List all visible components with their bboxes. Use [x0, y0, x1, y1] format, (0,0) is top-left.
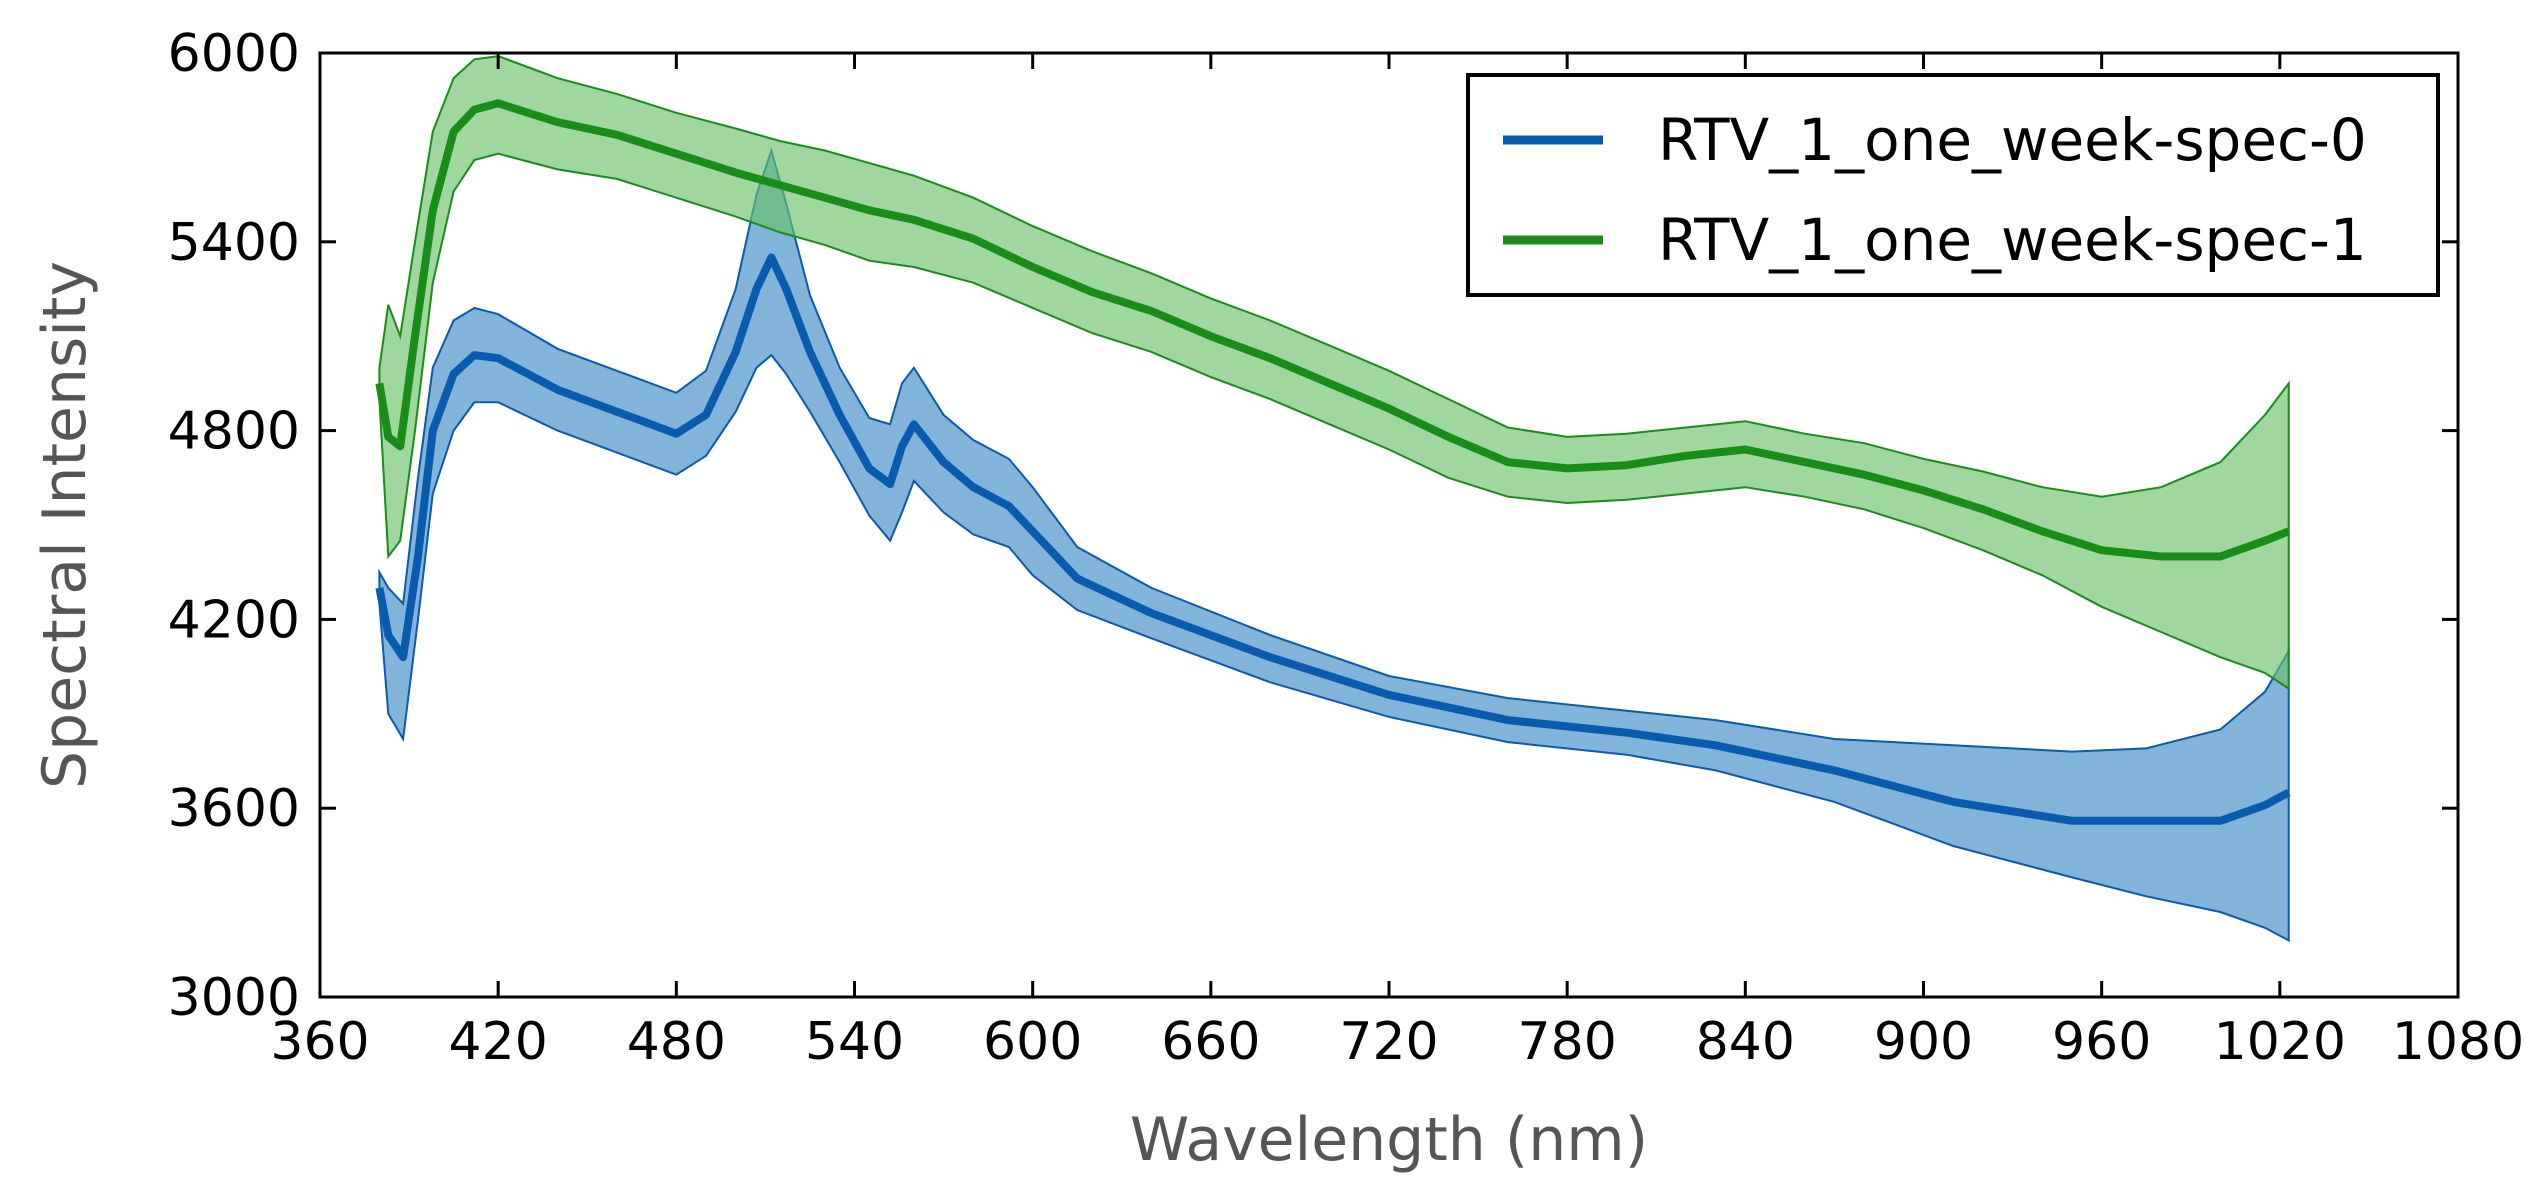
x-tick-label: 360	[270, 1012, 369, 1072]
y-tick-label: 6000	[168, 24, 300, 84]
y-tick-label: 3600	[168, 779, 300, 839]
series-lines	[375, 99, 2291, 825]
y-axis-ticks: 3000 3600 4200 4800 5400 6000	[168, 24, 2458, 1028]
x-tick-label: 540	[805, 1012, 904, 1072]
y-tick-label: 4200	[168, 590, 300, 650]
x-tick-label: 960	[2052, 1012, 2151, 1072]
x-tick-label: 720	[1339, 1012, 1438, 1072]
x-tick-label: 480	[627, 1012, 726, 1072]
line-spec-0	[375, 253, 2291, 825]
y-tick-label: 4800	[168, 402, 300, 462]
legend-label-spec-1: RTV_1_one_week-spec-1	[1658, 206, 2367, 274]
x-tick-label: 840	[1696, 1012, 1795, 1072]
x-tick-label: 660	[1161, 1012, 1260, 1072]
x-tick-label: 1080	[2392, 1012, 2524, 1072]
line-spec-1	[375, 99, 2291, 561]
x-tick-label: 420	[449, 1012, 548, 1072]
x-axis-ticks: 360 420 480 540 600 660 720 780 840 900 960 1020 108…	[270, 53, 2524, 1072]
x-axis-label: Wavelength (nm)	[1130, 1105, 1648, 1175]
legend: RTV_1_one_week-spec-0 RTV_1_one_week-spe…	[1466, 73, 2440, 297]
x-tick-label: 900	[1874, 1012, 1973, 1072]
x-tick-label: 1020	[2214, 1012, 2346, 1072]
y-tick-label: 5400	[168, 213, 300, 273]
x-tick-label: 600	[983, 1012, 1082, 1072]
band-spec-1	[378, 55, 2290, 691]
legend-box	[1466, 73, 2440, 297]
x-tick-label: 780	[1518, 1012, 1617, 1072]
legend-label-spec-0: RTV_1_one_week-spec-0	[1658, 106, 2367, 174]
y-axis-label: Spectral Intensity	[30, 261, 100, 789]
y-tick-label: 3000	[168, 968, 300, 1028]
